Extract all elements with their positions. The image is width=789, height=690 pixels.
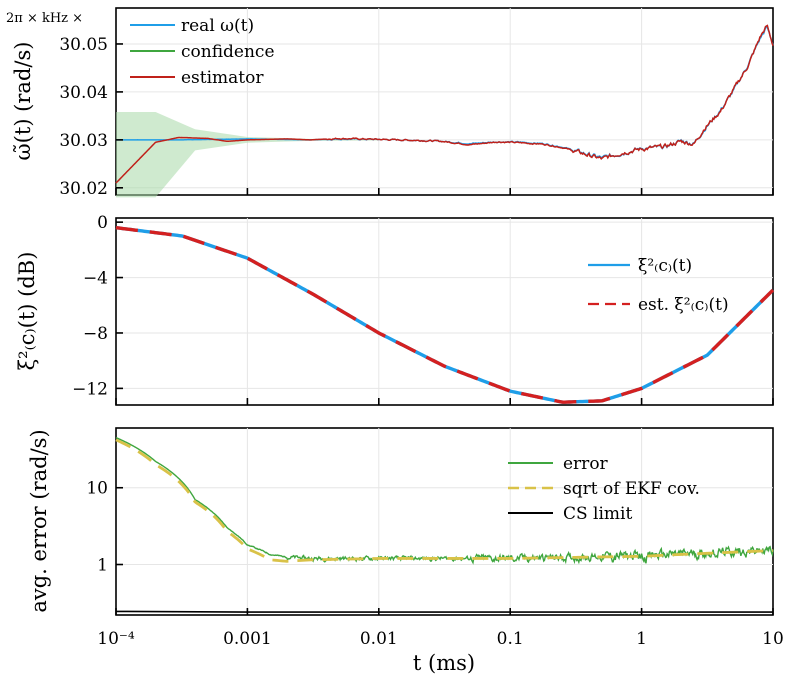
squeezing-data [115,226,775,404]
error-data [115,436,774,613]
y-tick-label: 1 [97,556,108,576]
error-grid [116,428,773,615]
legend-label-real-omega: real ω(t) [181,16,254,36]
x-tick-label: 1 [636,629,647,649]
legend-label-error: error [563,454,609,474]
y-tick-label: −12 [72,379,108,399]
squeezing-panel: 0 −4 −8 −12 ξ²₍c₎(t) (dB) ξ²₍c₎(t) est. ξ²₍… [15,213,775,406]
squeezing-legend: ξ²₍c₎(t) est. ξ²₍c₎(t) [588,256,729,315]
error-line [115,436,774,565]
squeezing-xticks [115,398,774,405]
x-tick-label: 10 [762,629,784,649]
x-tick-label: 10⁻⁴ [97,629,135,649]
confidence-band [116,112,379,198]
legend-label-ekf: sqrt of EKF cov. [563,479,700,499]
omega-panel: 30.02 30.03 30.04 30.05 2π × kHz × ω̃(t) (r… [6,7,774,199]
omega-data [115,24,774,198]
error-plot-frame [115,427,774,616]
omega-ylabel: ω̃(t) (rad/s) [11,42,35,161]
omega-scale-note: 2π × kHz × [6,11,83,26]
legend-label-estimator: estimator [181,68,264,88]
squeezing-ticks: 0 −4 −8 −12 [72,213,123,399]
squeezing-plot-frame [115,217,774,406]
error-ylabel: avg. error (rad/s) [27,429,51,612]
omega-legend: real ω(t) confidence estimator [130,16,275,88]
error-ticks: 1 10 [86,479,123,576]
legend-label-confidence: confidence [181,42,275,62]
y-tick-label: 0 [97,213,108,233]
omega-grid [116,8,773,195]
error-panel: 1 10 10⁻⁴ 0.001 0.01 0.1 1 10 avg. error (rad/… [27,427,784,675]
legend-label-xi: ξ²₍c₎(t) [638,256,692,276]
squeezing-ylabel: ξ²₍c₎(t) (dB) [15,252,39,371]
legend-label-cs-limit: CS limit [563,504,632,524]
omega-ticks: 30.02 30.03 30.04 30.05 [59,35,123,199]
error-legend: error sqrt of EKF cov. CS limit [508,454,700,524]
cs-limit-line [115,610,773,613]
y-tick-label: 30.03 [59,131,108,151]
squeezing-grid [116,218,773,405]
x-tick-label: 0.001 [223,629,272,649]
y-tick-label: 10 [86,479,108,499]
error-xticks: 10⁻⁴ 0.001 0.01 0.1 1 10 [97,608,784,649]
omega-xticks [115,188,774,195]
ekf-line [115,438,774,563]
y-tick-label: 30.05 [59,35,108,55]
estimator-line [115,24,774,184]
x-axis-label: t (ms) [413,651,475,675]
omega-plot-frame [115,7,774,196]
y-tick-label: 30.02 [59,179,108,199]
y-tick-label: −8 [83,324,108,344]
x-tick-label: 0.1 [497,629,524,649]
y-tick-label: −4 [83,269,108,289]
est-xi-line [115,226,775,404]
x-tick-label: 0.01 [360,629,398,649]
legend-label-est-xi: est. ξ²₍c₎(t) [638,295,729,315]
y-tick-label: 30.04 [59,83,108,103]
